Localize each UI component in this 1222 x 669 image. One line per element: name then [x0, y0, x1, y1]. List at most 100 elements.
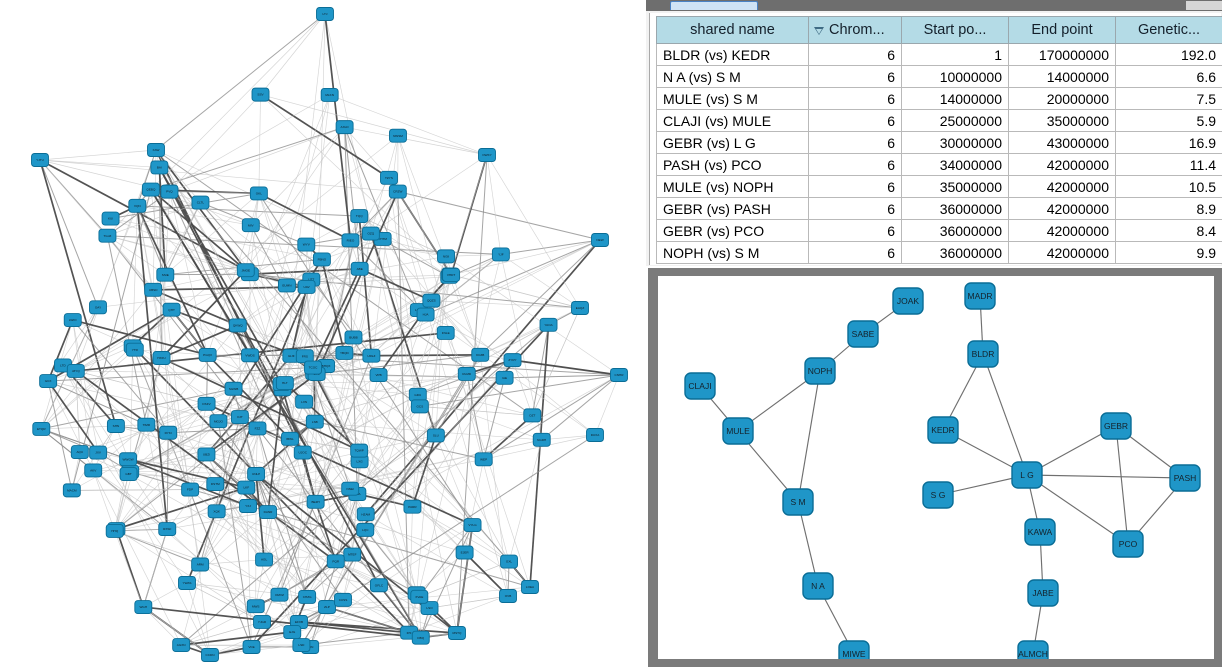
network-node[interactable]: ABE	[350, 261, 369, 276]
network-node[interactable]: SGWB	[224, 381, 243, 396]
sub-network-node[interactable]: KEDR	[927, 416, 959, 444]
network-node[interactable]: ZLP	[318, 600, 336, 614]
node-shape[interactable]	[305, 414, 324, 429]
node-shape[interactable]	[228, 318, 247, 333]
network-node[interactable]: YJGR	[253, 614, 271, 629]
node-shape[interactable]	[248, 421, 267, 436]
node-shape[interactable]	[270, 587, 289, 602]
table-tab-stub[interactable]	[670, 1, 758, 10]
node-shape[interactable]	[408, 387, 427, 402]
network-node[interactable]: XAW	[147, 143, 165, 157]
network-node[interactable]: LWIO	[63, 313, 82, 328]
node-shape[interactable]	[326, 554, 345, 569]
node-shape[interactable]	[150, 160, 169, 175]
node-shape[interactable]	[571, 301, 589, 315]
node-shape[interactable]	[201, 648, 219, 662]
network-node[interactable]: FBNO	[312, 252, 331, 267]
network-node[interactable]: DSFV	[197, 396, 216, 411]
node-shape[interactable]	[442, 268, 461, 282]
network-node[interactable]: VQN	[128, 198, 147, 213]
network-node[interactable]: PGQX	[198, 347, 217, 362]
node-shape[interactable]	[316, 7, 334, 21]
network-node[interactable]: GCX	[39, 374, 58, 388]
column-header-end-point[interactable]: End point	[1008, 16, 1116, 44]
network-node[interactable]: BEZH	[306, 494, 325, 509]
sub-network-node[interactable]: S M	[782, 488, 814, 516]
table-body[interactable]: BLDR (vs) KEDR 6 1 170000000 192.0 N A (vs) S…	[656, 43, 1222, 264]
network-node[interactable]: UNLP	[247, 467, 266, 481]
node-shape[interactable]	[62, 483, 81, 498]
network-node[interactable]: WWGW	[119, 452, 138, 467]
node-shape[interactable]	[356, 522, 375, 537]
network-node[interactable]: OVB	[499, 589, 517, 603]
network-node[interactable]: OFLC	[369, 578, 388, 593]
node-shape[interactable]	[389, 128, 407, 143]
sub-network-node[interactable]: ALMCH	[1017, 640, 1049, 659]
node-shape[interactable]	[181, 482, 200, 497]
node-shape[interactable]	[255, 552, 274, 567]
node-shape[interactable]	[838, 640, 870, 659]
node-shape[interactable]	[63, 313, 82, 328]
node-shape[interactable]	[275, 376, 294, 391]
node-shape[interactable]	[344, 330, 363, 345]
table-row[interactable]: MULE (vs) S M 6 14000000 20000000 7.5	[656, 87, 1222, 110]
network-node[interactable]: LKF	[237, 480, 256, 495]
network-node[interactable]: OZQ	[361, 226, 380, 241]
network-node[interactable]: VHDT	[442, 268, 461, 282]
node-shape[interactable]	[495, 370, 514, 385]
node-shape[interactable]	[802, 572, 834, 600]
network-node[interactable]: SSIE	[156, 267, 175, 282]
network-node[interactable]: AGXN	[172, 638, 191, 652]
node-shape[interactable]	[499, 589, 517, 603]
table-row[interactable]: BLDR (vs) KEDR 6 1 170000000 192.0	[656, 43, 1222, 66]
network-node[interactable]: GXL	[500, 554, 518, 569]
node-shape[interactable]	[463, 518, 482, 532]
sub-network-node[interactable]: PASH	[1169, 464, 1201, 492]
network-node[interactable]: MACM	[62, 483, 81, 498]
node-shape[interactable]	[521, 580, 539, 594]
node-shape[interactable]	[197, 447, 216, 462]
table-row[interactable]: PASH (vs) PCO 6 34000000 42000000 11.4	[656, 153, 1222, 176]
node-shape[interactable]	[304, 360, 322, 375]
node-shape[interactable]	[350, 209, 369, 224]
network-node[interactable]: TCGC	[304, 360, 322, 375]
node-shape[interactable]	[369, 368, 388, 383]
node-shape[interactable]	[1112, 530, 1144, 558]
node-shape[interactable]	[141, 182, 160, 197]
node-shape[interactable]	[98, 228, 117, 243]
sub-network-node[interactable]: CLAJI	[684, 372, 716, 400]
network-node[interactable]: MWS	[246, 599, 265, 614]
node-shape[interactable]	[224, 381, 243, 396]
network-node[interactable]: MLKN	[320, 88, 339, 102]
network-node[interactable]: JMOE	[236, 263, 255, 278]
network-node[interactable]: RXSF	[158, 522, 177, 537]
network-node[interactable]: QQZS	[422, 293, 441, 308]
network-node[interactable]: EUMN	[277, 278, 296, 293]
node-shape[interactable]	[369, 578, 388, 593]
node-shape[interactable]	[66, 363, 85, 378]
node-shape[interactable]	[241, 218, 260, 233]
node-shape[interactable]	[101, 211, 120, 226]
node-shape[interactable]	[403, 499, 422, 514]
network-node[interactable]: LSB	[305, 414, 324, 429]
node-shape[interactable]	[343, 547, 362, 562]
node-shape[interactable]	[89, 300, 107, 315]
network-node[interactable]: LSD	[292, 638, 311, 653]
table-row[interactable]: GEBR (vs) L G 6 30000000 43000000 16.9	[656, 131, 1222, 154]
network-node[interactable]: LOEA	[521, 580, 539, 594]
node-shape[interactable]	[361, 226, 380, 241]
table-row[interactable]: GEBR (vs) PASH 6 36000000 42000000 8.9	[656, 197, 1222, 220]
node-shape[interactable]	[420, 601, 439, 616]
network-node[interactable]: WYV	[297, 237, 316, 252]
node-shape[interactable]	[380, 170, 398, 185]
network-node[interactable]: KCZB	[471, 347, 490, 362]
sub-network-node[interactable]: JABE	[1027, 579, 1059, 607]
network-node[interactable]: RLMD	[457, 366, 476, 381]
node-shape[interactable]	[162, 302, 181, 317]
network-node[interactable]: WGH	[134, 600, 153, 615]
node-shape[interactable]	[125, 342, 144, 357]
node-shape[interactable]	[722, 417, 754, 445]
node-shape[interactable]	[350, 261, 369, 276]
network-node[interactable]: GDU	[408, 387, 427, 402]
table-row[interactable]: N A (vs) S M 6 10000000 14000000 6.6	[656, 65, 1222, 88]
